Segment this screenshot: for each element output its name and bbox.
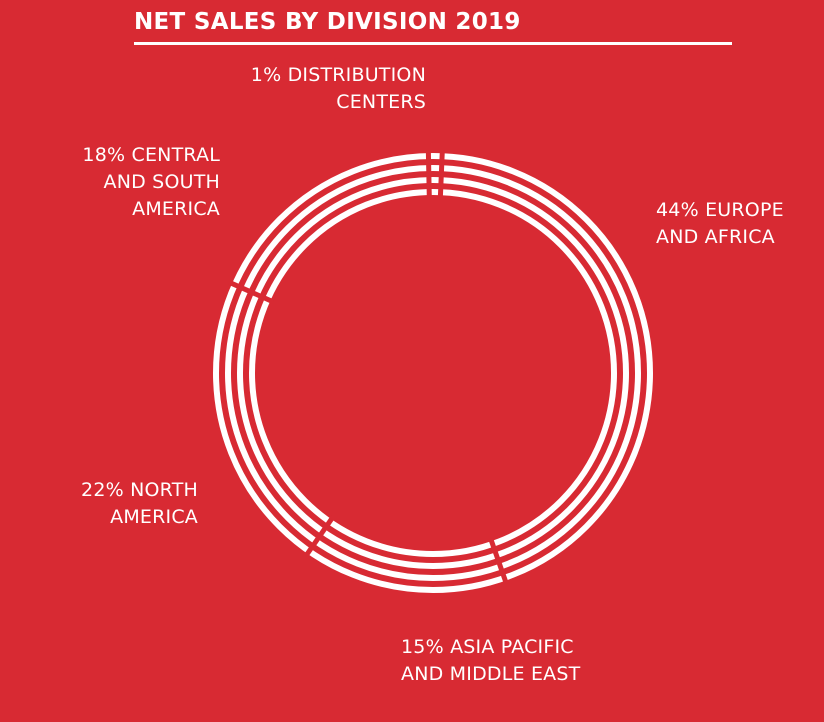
slice-boundary-5 <box>228 280 275 305</box>
slice-label-central-south-america: 18% CENTRAL AND SOUTH AMERICA <box>82 144 220 220</box>
title-underline <box>134 42 732 45</box>
segment-dividers <box>228 149 509 585</box>
slice-label-europe-africa: 44% EUROPE AND AFRICA <box>656 199 784 248</box>
ring-1 <box>213 153 653 593</box>
slice-label-north-america: 22% NORTH AMERICA <box>81 479 198 528</box>
slice-boundary-2 <box>437 150 445 199</box>
slice-label-distribution-centers: 1% DISTRIBUTION CENTERS <box>250 64 426 113</box>
slice-boundary-3 <box>488 537 509 585</box>
chart-title: NET SALES BY DIVISION 2019 <box>134 9 521 35</box>
ring-4 <box>249 189 617 557</box>
ring-3 <box>237 177 629 569</box>
slice-label-asia-pacific-middle-east: 15% ASIA PACIFIC AND MIDDLE EAST <box>401 636 581 685</box>
slice-boundary-4 <box>303 515 336 558</box>
donut-rings <box>213 153 653 593</box>
slice-boundary-1 <box>425 149 432 199</box>
ring-2 <box>225 165 641 581</box>
